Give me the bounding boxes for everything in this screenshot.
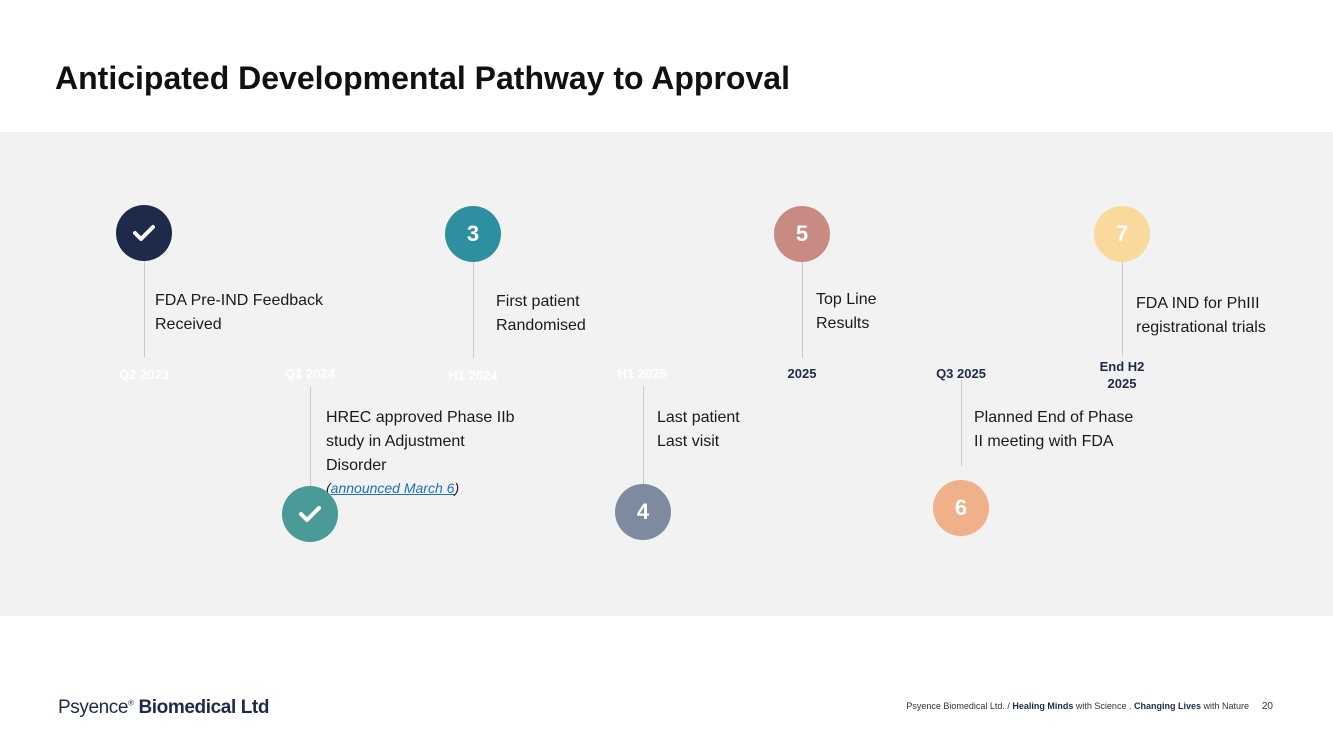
milestone-2-stem xyxy=(310,387,311,486)
milestone-4-stem xyxy=(643,386,644,484)
milestone-1-line1: FDA Pre-IND Feedback xyxy=(155,292,324,309)
milestone-4-line2: Last visit xyxy=(657,433,720,450)
milestone-7-line2: registrational trials xyxy=(1136,319,1266,336)
logo-company: Biomedical Ltd xyxy=(138,697,270,718)
tagline-bold-2: Changing Lives xyxy=(1133,701,1201,711)
tagline-bold-1: Healing Minds xyxy=(1012,701,1074,711)
milestone-2-line3: Disorder xyxy=(326,457,387,474)
check-icon xyxy=(299,506,321,522)
milestone-6-date: Q3 2025 xyxy=(921,366,1001,381)
milestone-1-text: FDA Pre-IND Feedback Received xyxy=(155,289,375,337)
announcement-link[interactable]: announced March 6 xyxy=(330,480,455,496)
milestone-7-line1: FDA IND for PhIII xyxy=(1136,295,1260,312)
milestone-2-date-text: Q1 2024 xyxy=(285,366,335,381)
milestone-6-number: 6 xyxy=(954,495,968,520)
footer-tagline: Psyence Biomedical Ltd. / Healing Minds … xyxy=(906,701,1249,711)
milestone-5-date: 2025 xyxy=(762,366,842,381)
milestone-2-line1: HREC approved Phase IIb xyxy=(326,409,515,426)
milestone-4-number: 4 xyxy=(636,499,650,524)
milestone-3-marker: 3 xyxy=(445,206,501,262)
milestone-6-line1: Planned End of Phase xyxy=(974,409,1134,426)
milestone-3-number: 3 xyxy=(466,221,480,246)
milestone-5-date-text: 2025 xyxy=(787,366,817,381)
milestone-3-stem xyxy=(473,262,474,358)
logo-brand: Psyence® xyxy=(58,697,134,718)
milestone-3-line1: First patient xyxy=(496,293,580,310)
milestone-4-date-text: H1 2025 xyxy=(617,366,667,381)
milestone-7-text: FDA IND for PhIII registrational trials xyxy=(1136,292,1326,340)
milestone-2-marker xyxy=(282,486,338,542)
tagline-mid: with Science . xyxy=(1073,701,1134,711)
milestone-3-date-text: H1 2024 xyxy=(448,368,498,383)
milestone-1-marker xyxy=(116,205,172,261)
milestone-6-text: Planned End of Phase II meeting with FDA xyxy=(974,406,1174,454)
milestone-7-number: 7 xyxy=(1115,221,1129,246)
check-icon xyxy=(133,225,155,241)
milestone-6-stem xyxy=(961,380,962,466)
milestone-5-number: 5 xyxy=(795,221,809,246)
milestone-7-date-text-2: 2025 xyxy=(1107,376,1137,391)
milestone-1-stem xyxy=(144,261,145,357)
page-number: 20 xyxy=(1261,701,1273,712)
milestone-3-text: First patient Randomised xyxy=(496,290,696,338)
milestone-6-line2: II meeting with FDA xyxy=(974,433,1114,450)
milestone-1-date: Q2 2023 xyxy=(104,367,184,382)
milestone-4-text: Last patient Last visit xyxy=(657,406,857,454)
milestone-2-line2: study in Adjustment xyxy=(326,433,465,450)
note-open-paren: ( xyxy=(326,480,331,496)
milestone-5-stem xyxy=(802,262,803,358)
milestone-5-marker: 5 xyxy=(774,206,830,262)
milestone-6-marker: 6 xyxy=(933,480,989,536)
tagline-company: Psyence Biomedical Ltd. / xyxy=(906,701,1013,711)
milestone-7-stem xyxy=(1122,262,1123,356)
milestone-1-line2: Received xyxy=(155,316,222,333)
milestone-4-line1: Last patient xyxy=(657,409,740,426)
milestone-5-line1: Top Line xyxy=(816,291,877,308)
milestone-1-date-text: Q2 2023 xyxy=(119,367,169,382)
milestone-3-line2: Randomised xyxy=(496,317,586,334)
company-logo: Psyence® Biomedical Ltd xyxy=(58,697,269,719)
milestone-2-date: Q1 2024 xyxy=(270,366,350,381)
milestone-4-date: H1 2025 xyxy=(602,366,682,381)
tagline-end: with Nature xyxy=(1200,701,1249,711)
milestone-2-note: (announced March 6) xyxy=(326,478,556,498)
milestone-7-date-text-1: End H2 xyxy=(1099,359,1145,374)
milestone-2-text: HREC approved Phase IIb study in Adjustm… xyxy=(326,406,556,498)
milestone-4-marker: 4 xyxy=(615,484,671,540)
milestone-7-date: End H2 2025 xyxy=(1082,358,1162,392)
milestone-7-marker: 7 xyxy=(1094,206,1150,262)
milestone-6-date-text: Q3 2025 xyxy=(936,366,986,381)
milestone-5-line2: Results xyxy=(816,315,870,332)
logo-brand-text: Psyence xyxy=(58,697,129,718)
note-close-paren: ) xyxy=(454,480,460,496)
logo-trademark: ® xyxy=(128,698,134,708)
milestone-3-date: H1 2024 xyxy=(433,368,513,383)
page-title: Anticipated Developmental Pathway to App… xyxy=(55,60,790,96)
milestone-5-text: Top Line Results xyxy=(816,288,966,336)
